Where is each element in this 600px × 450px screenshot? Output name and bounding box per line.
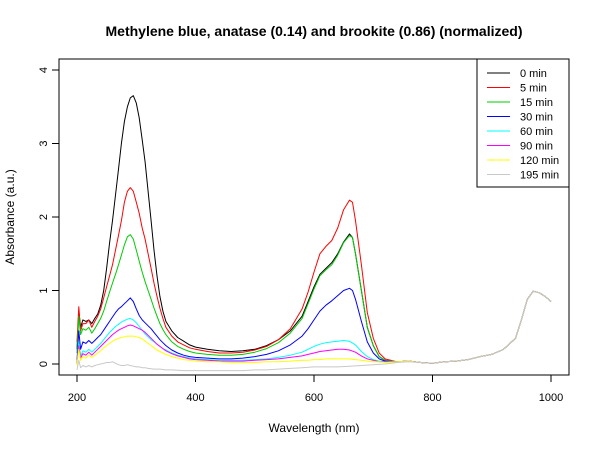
y-tick-label: 4 — [38, 67, 50, 73]
y-tick-label: 3 — [38, 140, 50, 146]
legend-label: 30 min — [520, 112, 553, 124]
legend-label: 120 min — [520, 155, 559, 167]
x-axis-label: Wavelength (nm) — [269, 421, 360, 435]
legend-label: 5 min — [520, 83, 547, 95]
y-tick-label: 0 — [38, 361, 50, 367]
series-line-30-min — [76, 287, 552, 364]
y-axis: 0 1 2 3 4 — [38, 67, 60, 367]
x-tick-label: 1000 — [539, 392, 563, 404]
x-tick-label: 200 — [68, 392, 86, 404]
y-tick-label: 1 — [38, 287, 50, 293]
legend-label: 195 min — [520, 170, 559, 182]
y-axis-label: Absorbance (a.u.) — [3, 169, 17, 264]
series-line-120-min — [76, 290, 552, 366]
series-lines — [76, 95, 552, 372]
x-tick-label: 800 — [423, 392, 441, 404]
series-line-195-min — [76, 290, 552, 372]
legend-box — [476, 58, 570, 188]
x-tick-label: 400 — [186, 392, 204, 404]
legend-label: 15 min — [520, 97, 553, 109]
x-axis: 200 400 600 800 1000 — [68, 374, 563, 404]
legend-label: 60 min — [520, 126, 553, 138]
legend-label: 90 min — [520, 141, 553, 153]
y-tick-label: 2 — [38, 214, 50, 220]
legend-label: 0 min — [520, 68, 547, 80]
chart-title: Methylene blue, anatase (0.14) and brook… — [106, 23, 523, 39]
x-tick-label: 600 — [305, 392, 323, 404]
series-line-90-min — [76, 290, 552, 365]
legend: 0 min 5 min 15 min 30 min 60 min 90 min 120 mi… — [476, 58, 570, 188]
